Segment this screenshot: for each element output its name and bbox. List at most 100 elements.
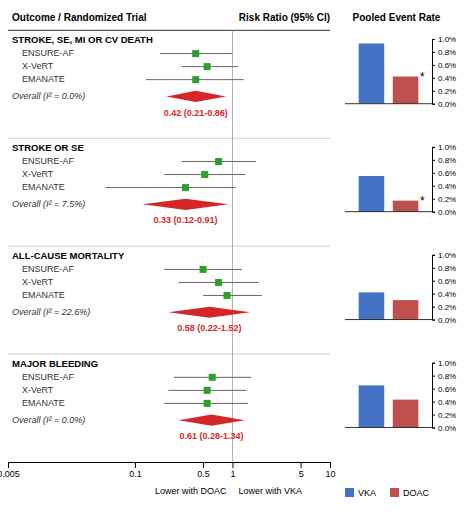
- point-estimate: [224, 292, 231, 299]
- y-tick-mark: [432, 199, 435, 200]
- y-tick: 0.0%: [432, 316, 456, 325]
- y-tick-mark: [432, 160, 435, 161]
- legend-label: VKA: [358, 488, 376, 498]
- y-tick: 0.6%: [432, 277, 456, 286]
- overall-diamond: [168, 307, 250, 318]
- y-tick-mark: [432, 78, 435, 79]
- bar: [393, 400, 419, 428]
- x-tick-label: 5: [299, 469, 304, 479]
- y-tick: 0.0%: [432, 100, 456, 109]
- y-tick: 1.0%: [432, 251, 456, 260]
- y-tick-label: 0.8%: [438, 48, 456, 57]
- trial-label: EMANATE: [22, 74, 65, 84]
- bars: [359, 176, 419, 212]
- column-title: Risk Ratio (95% CI): [239, 12, 330, 23]
- y-tick-mark: [432, 147, 435, 148]
- overall-value-label: 0.33 (0.12-0.91): [153, 215, 217, 225]
- ci-line: [106, 187, 236, 188]
- trial-label: X-VeRT: [22, 277, 54, 287]
- y-tick-mark: [432, 65, 435, 66]
- x-tick: 5: [299, 462, 304, 479]
- y-axis-line: [433, 147, 436, 212]
- legend: VKA DOAC: [345, 488, 430, 498]
- y-axis-line: [433, 39, 436, 104]
- bar-baseline: [345, 211, 432, 212]
- x-tick: 0.1: [129, 462, 142, 479]
- legend-item: VKA: [345, 488, 376, 498]
- bars: [359, 385, 419, 427]
- overall-diamond: [143, 199, 229, 210]
- y-tick-mark: [432, 427, 435, 428]
- overall-label: Overall (I² = 22.6%): [12, 307, 90, 317]
- y-tick-mark: [432, 281, 435, 282]
- y-tick: 0.8%: [432, 372, 456, 381]
- point-estimate: [215, 158, 222, 165]
- section-heading: ALL-CAUSE MORTALITY: [12, 250, 125, 261]
- y-tick-label: 1.0%: [438, 359, 456, 368]
- y-tick: 0.6%: [432, 385, 456, 394]
- y-tick-label: 0.2%: [438, 303, 456, 312]
- header-line: [8, 30, 330, 31]
- y-tick-label: 0.4%: [438, 398, 456, 407]
- x-tick: 10: [325, 462, 335, 479]
- y-axis-line: [433, 255, 436, 320]
- y-axis: 0.0%0.2%0.4%0.6%0.8%1.0%: [432, 143, 456, 217]
- section-heading: MAJOR BLEEDING: [12, 358, 98, 369]
- chart: Outcome / Randomized TrialRisk Ratio (95…: [0, 0, 474, 528]
- overall-label: Overall (I² = 0.0%): [12, 91, 85, 101]
- section-heading: STROKE OR SE: [12, 142, 84, 153]
- y-tick-mark: [432, 268, 435, 269]
- y-tick-mark: [432, 294, 435, 295]
- y-tick: 1.0%: [432, 359, 456, 368]
- bar-baseline: [345, 319, 432, 320]
- y-tick: 0.4%: [432, 182, 456, 191]
- overall-label: Overall (I² = 7.5%): [12, 199, 85, 209]
- y-tick-mark: [432, 376, 435, 377]
- bar-baseline: [345, 427, 432, 428]
- bar-title: Pooled Event Rate: [353, 12, 441, 23]
- y-tick: 0.2%: [432, 195, 456, 204]
- y-tick-label: 0.8%: [438, 156, 456, 165]
- trial-label: ENSURE-AF: [22, 264, 75, 274]
- point-estimate: [204, 63, 211, 70]
- section-heading: STROKE, SE, MI OR CV DEATH: [12, 34, 153, 45]
- trial-label: ENSURE-AF: [22, 156, 75, 166]
- y-tick-mark: [432, 39, 435, 40]
- x-tick-mark: [8, 462, 9, 468]
- trial-label: X-VeRT: [22, 61, 54, 71]
- forest-texts: STROKE, SE, MI OR CV DEATH ENSURE-AF X-VeR…: [12, 34, 244, 441]
- y-tick-label: 0.6%: [438, 169, 456, 178]
- point-estimate: [209, 374, 216, 381]
- x-axis: 0.0050.10.51510: [0, 462, 336, 479]
- bars: [359, 43, 419, 103]
- y-tick-mark: [432, 186, 435, 187]
- y-tick-mark: [432, 52, 435, 53]
- bar-panel: *0.0%0.2%0.4%0.6%0.8%1.0%: [345, 143, 456, 217]
- y-axis: 0.0%0.2%0.4%0.6%0.8%1.0%: [432, 251, 456, 325]
- y-tick-mark: [432, 307, 435, 308]
- y-tick-label: 0.4%: [438, 290, 456, 299]
- legend-label: DOAC: [403, 488, 430, 498]
- trial-label: EMANATE: [22, 290, 65, 300]
- y-tick: 0.2%: [432, 87, 456, 96]
- y-tick: 0.6%: [432, 169, 456, 178]
- overall-value-label: 0.58 (0.22-1.52): [177, 323, 241, 333]
- y-tick-mark: [432, 104, 435, 105]
- x-tick-mark: [330, 462, 331, 468]
- y-tick-label: 0.2%: [438, 87, 456, 96]
- trial-label: X-VeRT: [22, 169, 54, 179]
- y-tick: 0.0%: [432, 208, 456, 217]
- y-tick: 0.4%: [432, 74, 456, 83]
- trial-label: EMANATE: [22, 182, 65, 192]
- section-separator: [8, 138, 330, 139]
- trial-label: ENSURE-AF: [22, 48, 75, 58]
- x-tick-label: 0.005: [0, 469, 20, 479]
- legend-swatch: [390, 488, 399, 497]
- y-tick-mark: [432, 389, 435, 390]
- point-estimate: [182, 184, 189, 191]
- y-axis: 0.0%0.2%0.4%0.6%0.8%1.0%: [432, 359, 456, 433]
- legend-item: DOAC: [390, 488, 430, 498]
- x-label-right: Lower with VKA: [238, 486, 302, 496]
- overall-label: Overall (I² = 0.0%): [12, 415, 85, 425]
- y-tick: 0.4%: [432, 290, 456, 299]
